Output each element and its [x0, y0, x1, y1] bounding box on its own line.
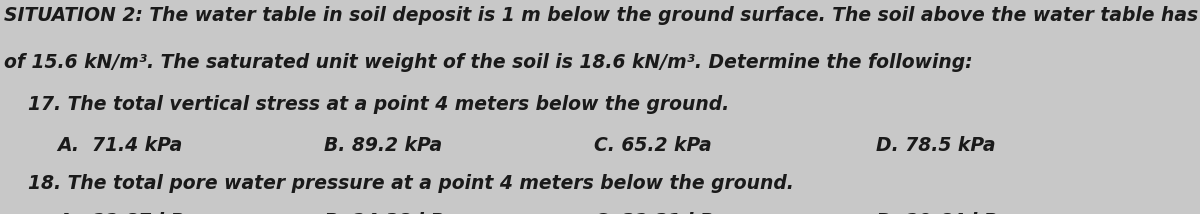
Text: 18. The total pore water pressure at a point 4 meters below the ground.: 18. The total pore water pressure at a p… [28, 174, 793, 193]
Text: C. 32.31 kPa: C. 32.31 kPa [594, 212, 725, 214]
Text: A.  71.4 kPa: A. 71.4 kPa [58, 136, 182, 155]
Text: C. 65.2 kPa: C. 65.2 kPa [594, 136, 712, 155]
Text: B. 89.2 kPa: B. 89.2 kPa [324, 136, 442, 155]
Text: A.  22.87 kPa: A. 22.87 kPa [58, 212, 196, 214]
Text: D. 29.64 kPa: D. 29.64 kPa [876, 212, 1008, 214]
Text: B. 24.38 kPa: B. 24.38 kPa [324, 212, 455, 214]
Text: D. 78.5 kPa: D. 78.5 kPa [876, 136, 996, 155]
Text: of 15.6 kN/m³. The saturated unit weight of the soil is 18.6 kN/m³. Determine th: of 15.6 kN/m³. The saturated unit weight… [4, 54, 972, 73]
Text: 17. The total vertical stress at a point 4 meters below the ground.: 17. The total vertical stress at a point… [28, 95, 728, 114]
Text: SITUATION 2: The water table in soil deposit is 1 m below the ground surface. Th: SITUATION 2: The water table in soil dep… [4, 6, 1200, 25]
